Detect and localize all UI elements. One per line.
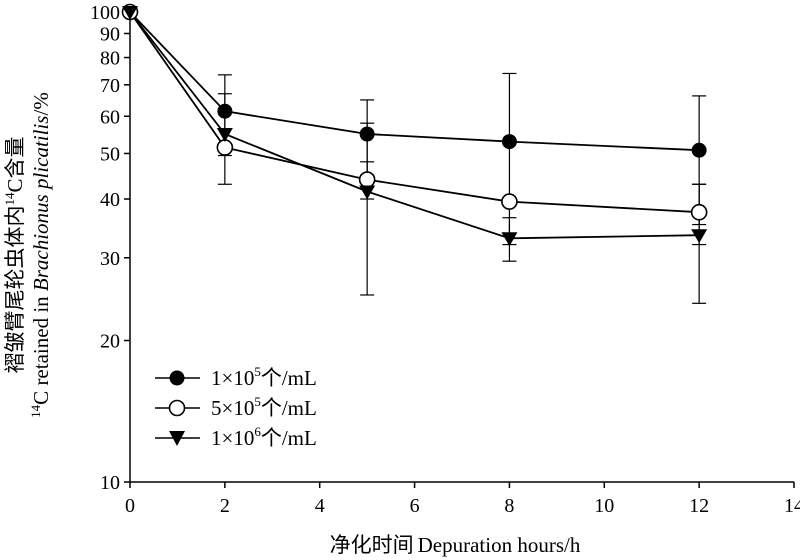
data-point-triangle (359, 185, 376, 200)
series-lines (129, 11, 700, 240)
x-tick-label: 10 (594, 495, 614, 517)
x-tick-label: 6 (410, 495, 420, 517)
y-tick-label: 20 (100, 331, 120, 353)
data-point-filled-circle (691, 142, 707, 158)
legend: 1×105个/mL 5×105个/mL 1×106个/mL (155, 364, 317, 450)
legend-item-3: 1×106个/mL (155, 424, 317, 450)
y-axis-title-line1: 褶皱臂尾轮虫体内14C含量 (2, 136, 27, 373)
data-point-open-circle (690, 203, 708, 221)
legend-label-3: 1×106个/mL (211, 424, 317, 450)
x-axis-title: 净化时间 Depuration hours/h (330, 533, 581, 557)
y-tick-label: 40 (100, 189, 120, 211)
data-point-open-circle (216, 139, 234, 156)
y-axis-title-line2: 14C retained in Brachionus plicatilis/% (28, 92, 53, 418)
legend-item-2: 5×105个/mL (155, 394, 317, 420)
series-line-3 (129, 11, 700, 240)
data-point-triangle (691, 229, 708, 244)
data-point-filled-circle (359, 126, 375, 142)
y-tick-label: 70 (100, 75, 120, 97)
data-point-filled-circle (217, 103, 233, 119)
y-tick-label: 10 (100, 472, 120, 494)
x-tick-label: 8 (504, 495, 514, 517)
legend-marker-open-circle (168, 399, 186, 417)
y-tick-label: 30 (100, 248, 120, 270)
legend-marker-filled-circle (169, 370, 185, 386)
x-tick-label: 2 (220, 495, 230, 517)
error-bars (217, 72, 707, 304)
y-tick-label: 60 (100, 106, 120, 128)
axes (129, 10, 794, 483)
x-tick-label: 14 (784, 495, 800, 517)
data-point-triangle (216, 128, 233, 143)
x-tick-label: 12 (689, 495, 709, 517)
y-tick-label: 80 (100, 48, 120, 70)
data-point-triangle (501, 232, 518, 247)
legend-item-1: 1×105个/mL (155, 364, 317, 390)
legend-label-1: 1×105个/mL (211, 364, 317, 390)
data-point-open-circle (358, 171, 376, 188)
legend-marker-triangle (169, 431, 185, 446)
y-tick-label: 50 (100, 143, 120, 165)
data-point-triangle (122, 6, 138, 20)
series-line-1 (129, 11, 700, 152)
series-line-2 (129, 11, 700, 214)
y-tick-label: 90 (100, 24, 120, 46)
x-tick-label: 0 (125, 495, 135, 517)
data-point-filled-circle (501, 134, 517, 150)
data-point-open-circle (501, 193, 518, 210)
legend-label-2: 5×105个/mL (211, 394, 317, 420)
y-tick-label: 100 (90, 2, 120, 24)
x-tick-label: 4 (315, 495, 325, 517)
series-markers (121, 3, 708, 247)
